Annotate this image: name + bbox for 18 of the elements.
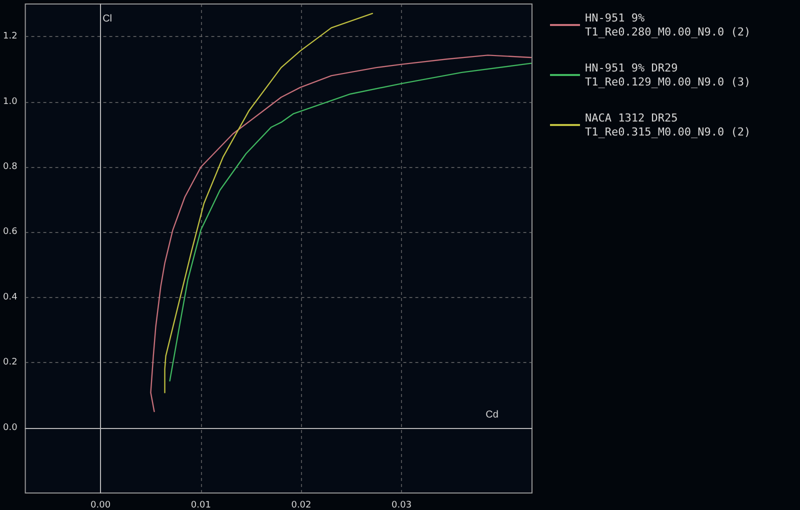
legend-label: HN-951 9% T1_Re0.280_M0.00_N9.0 (2) [585, 12, 751, 38]
x-axis-title: Cd [486, 409, 498, 420]
line-series [164, 12, 374, 394]
x-tick-label: 0.01 [190, 500, 211, 510]
y-tick-label: 0.2 [2, 358, 18, 368]
y-tick-label: 0.0 [2, 422, 18, 433]
y-tick-label: 1.2 [2, 32, 18, 42]
line-series [169, 62, 532, 382]
legend-label: NACA 1312 DR25 T1_Re0.315_M0.00_N9.0 (2) [585, 112, 751, 138]
legend-label: HN-951 9% DR29 T1_Re0.129_M0.00_N9.0 (3) [585, 62, 751, 88]
y-tick-label: 0.6 [2, 227, 18, 238]
y-tick-label: 0.4 [2, 292, 18, 302]
x-tick-label: 0.03 [392, 500, 412, 510]
y-axis-title: Cl [102, 14, 112, 24]
y-tick-label: 1.0 [2, 96, 18, 107]
y-tick-label: 0.8 [2, 162, 18, 172]
x-tick-label: 0.00 [90, 500, 111, 510]
x-tick-label: 0.02 [291, 500, 312, 510]
